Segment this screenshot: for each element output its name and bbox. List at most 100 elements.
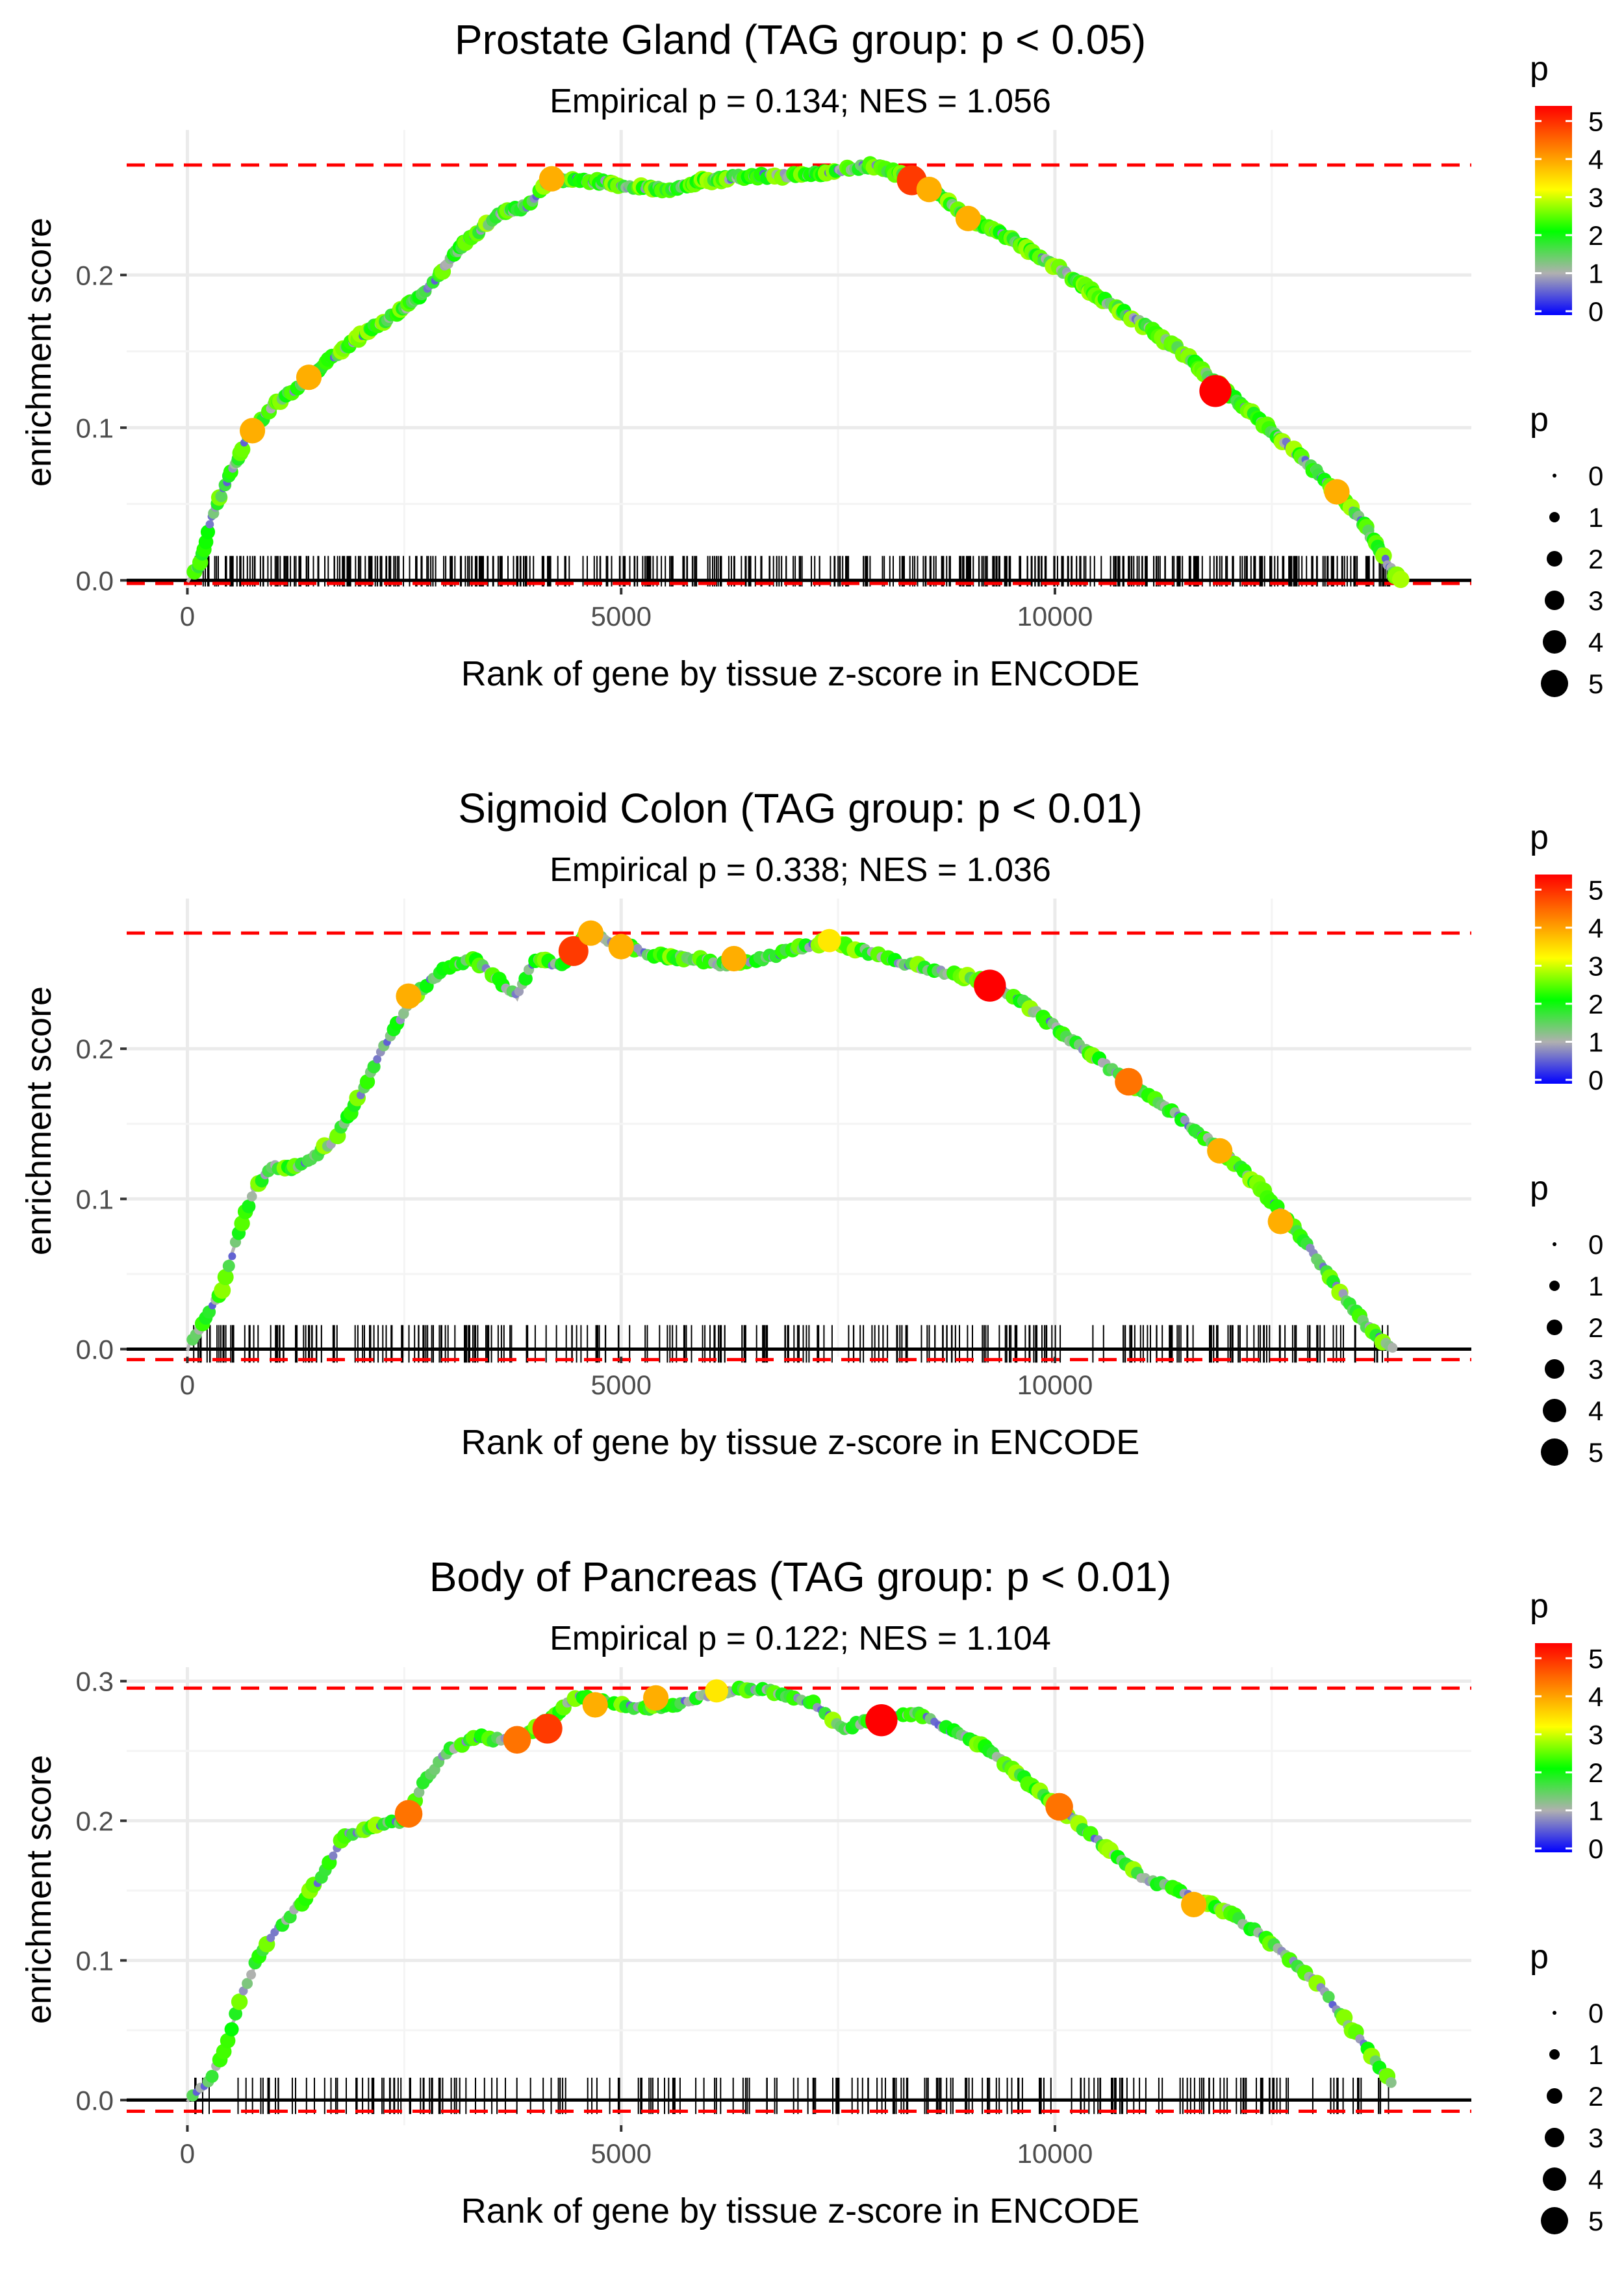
color-legend-label: 5 bbox=[1588, 1643, 1603, 1674]
gene-point-hot bbox=[532, 1713, 563, 1744]
x-tick-label: 5000 bbox=[591, 601, 652, 632]
gene-point-hot bbox=[865, 1704, 898, 1737]
color-legend: p 0 1 2 3 4 5 bbox=[1530, 1587, 1603, 1864]
y-tick-label: 0.2 bbox=[76, 260, 114, 290]
axes: 0.0 0.1 0.2 0.3 0 5000 10000 Rank of gene by ti… bbox=[19, 1666, 1139, 2230]
x-tick-label: 10000 bbox=[1017, 601, 1093, 632]
x-axis-label: Rank of gene by tissue z-score in ENCODE bbox=[461, 1423, 1139, 1462]
gene-point-hot bbox=[503, 1726, 531, 1754]
size-legend-dot bbox=[1545, 591, 1564, 610]
panel-subtitle: Empirical p = 0.134; NES = 1.056 bbox=[550, 83, 1051, 120]
grid bbox=[127, 899, 1471, 1357]
gene-point-hot bbox=[1115, 1067, 1143, 1096]
size-legend-label: 4 bbox=[1588, 627, 1603, 658]
gene-point bbox=[373, 1054, 382, 1064]
gene-point bbox=[359, 1074, 375, 1090]
gene-point bbox=[518, 971, 533, 986]
panel-subtitle: Empirical p = 0.122; NES = 1.104 bbox=[550, 1620, 1051, 1657]
gene-point bbox=[231, 1993, 248, 2010]
size-legend: p 0 1 2 3 4 5 bbox=[1530, 1169, 1603, 1468]
y-tick-label: 0.2 bbox=[76, 1034, 114, 1064]
color-legend-title: p bbox=[1530, 50, 1549, 88]
gene-point-hot bbox=[558, 936, 589, 966]
size-legend-label: 5 bbox=[1588, 2206, 1603, 2236]
size-legend-label: 3 bbox=[1588, 1354, 1603, 1385]
gene-point-hot bbox=[1045, 1793, 1073, 1821]
size-legend-dot bbox=[1547, 1320, 1562, 1335]
gene-point-hot bbox=[608, 934, 634, 960]
color-legend-label: 5 bbox=[1588, 106, 1603, 136]
color-legend-label: 0 bbox=[1588, 1065, 1603, 1095]
gene-points bbox=[186, 920, 1398, 1353]
color-legend-label: 1 bbox=[1588, 258, 1603, 288]
gene-rank-rug bbox=[193, 1325, 1389, 1363]
x-tick-label: 10000 bbox=[1017, 1370, 1093, 1400]
panel-title: Prostate Gland (TAG group: p < 0.05) bbox=[455, 16, 1146, 63]
color-legend-title: p bbox=[1530, 819, 1549, 856]
gene-point-hot bbox=[296, 364, 322, 390]
gene-point bbox=[214, 1282, 231, 1299]
gene-point-hot bbox=[955, 205, 981, 231]
gene-point bbox=[224, 2022, 239, 2037]
axes: 0.0 0.1 0.2 0 5000 10000 Rank of gene by tissu… bbox=[19, 986, 1139, 1462]
y-tick-label: 0.1 bbox=[76, 1184, 114, 1214]
size-legend-dot bbox=[1543, 2167, 1566, 2191]
size-legend-title: p bbox=[1530, 1938, 1549, 1976]
gene-point bbox=[367, 1060, 381, 1073]
enrichment-curve bbox=[186, 1683, 1395, 2102]
gene-point bbox=[329, 1851, 338, 1860]
size-legend-label: 0 bbox=[1588, 1229, 1603, 1260]
color-legend-label: 1 bbox=[1588, 1027, 1603, 1057]
color-legend-label: 0 bbox=[1588, 296, 1603, 327]
rug-ticks bbox=[194, 2077, 1389, 2114]
size-legend-dot bbox=[1547, 2088, 1562, 2104]
gene-point bbox=[220, 2033, 236, 2049]
gene-point bbox=[1392, 570, 1410, 589]
size-legend: p 0 1 2 3 4 5 bbox=[1530, 401, 1603, 699]
y-tick-label: 0.1 bbox=[76, 413, 114, 443]
y-tick-label: 0.2 bbox=[76, 1806, 114, 1836]
color-bar bbox=[1535, 1643, 1572, 1852]
gene-point-hot bbox=[643, 1685, 669, 1711]
size-legend-label: 2 bbox=[1588, 1312, 1603, 1343]
panel-title: Sigmoid Colon (TAG group: p < 0.01) bbox=[458, 785, 1143, 832]
size-legend-dot bbox=[1543, 630, 1566, 654]
gene-point-hot bbox=[240, 418, 266, 444]
gene-point bbox=[242, 1199, 256, 1214]
gene-point bbox=[222, 1260, 235, 1272]
x-axis-label: Rank of gene by tissue z-score in ENCODE bbox=[461, 654, 1139, 693]
gene-point-hot bbox=[1207, 1138, 1233, 1164]
gene-point bbox=[246, 1969, 257, 1980]
size-legend-label: 3 bbox=[1588, 2123, 1603, 2153]
size-legend-dot bbox=[1549, 512, 1560, 522]
gene-point bbox=[200, 524, 216, 539]
enrichment-curve bbox=[186, 162, 1403, 583]
y-axis-label: enrichment score bbox=[19, 218, 58, 487]
size-legend-label: 2 bbox=[1588, 2081, 1603, 2112]
y-tick-label: 0.3 bbox=[76, 1666, 114, 1696]
panel-3: Body of Pancreas (TAG group: p < 0.01) Em… bbox=[19, 1553, 1603, 2236]
y-tick-label: 0.0 bbox=[76, 1334, 114, 1364]
size-legend-dot bbox=[1541, 2207, 1568, 2234]
gene-point-hot bbox=[705, 1679, 728, 1703]
size-legend-label: 5 bbox=[1588, 669, 1603, 699]
x-tick-label: 5000 bbox=[591, 2138, 652, 2169]
gene-point-hot bbox=[817, 928, 841, 952]
size-legend-label: 1 bbox=[1588, 1271, 1603, 1301]
gene-point bbox=[229, 2007, 242, 2021]
size-legend-dot bbox=[1549, 1281, 1560, 1291]
x-tick-label: 5000 bbox=[591, 1370, 652, 1400]
size-legend-label: 4 bbox=[1588, 2164, 1603, 2195]
size-legend-dot bbox=[1553, 1242, 1556, 1246]
size-legend-label: 2 bbox=[1588, 544, 1603, 574]
size-legend-label: 1 bbox=[1588, 502, 1603, 533]
gene-point bbox=[1386, 2077, 1397, 2088]
gene-point-hot bbox=[1199, 375, 1232, 407]
panel-subtitle: Empirical p = 0.338; NES = 1.036 bbox=[550, 851, 1051, 889]
size-legend-label: 5 bbox=[1588, 1437, 1603, 1468]
color-legend-title: p bbox=[1530, 1587, 1549, 1625]
y-axis-label: enrichment score bbox=[19, 986, 58, 1255]
y-tick-label: 0.0 bbox=[76, 2085, 114, 2115]
gene-point bbox=[234, 1215, 250, 1232]
gene-point-hot bbox=[577, 920, 604, 946]
